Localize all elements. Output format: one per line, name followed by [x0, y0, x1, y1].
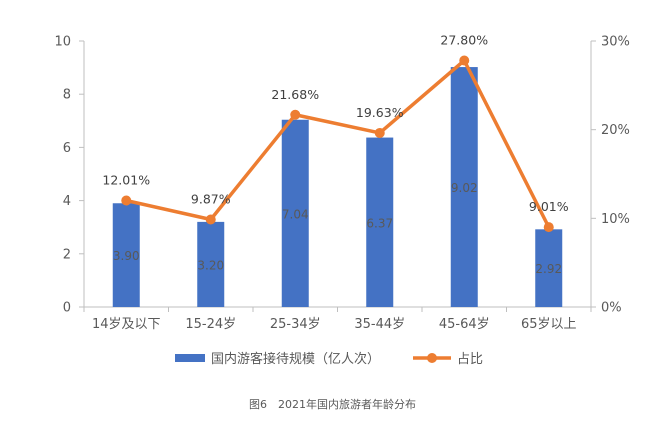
- x-tick-label: 14岁及以下: [92, 317, 161, 332]
- line-value-labels: 12.01% 9.87% 21.68% 19.63% 27.80% 9.01%: [102, 33, 568, 215]
- legend-line-marker: [427, 353, 437, 363]
- bar-value-label: 9.02: [451, 181, 478, 195]
- bar-value-label: 3.20: [197, 258, 224, 272]
- x-tick-label: 15-24岁: [185, 317, 236, 332]
- line-value-label: 19.63%: [356, 105, 404, 120]
- bar: [281, 119, 309, 308]
- axes: 0 2 4 6 8 10 0% 10% 20% 30% 14岁及以下 15-24岁 25-34岁 35-4…: [54, 35, 629, 333]
- legend-bar-label: 国内游客接待规模（亿人次）: [211, 351, 380, 367]
- x-tick-label: 65岁以上: [521, 317, 577, 332]
- legend: 国内游客接待规模（亿人次） 占比: [175, 351, 483, 367]
- y-left-tick-label: 8: [63, 88, 71, 103]
- bar-value-labels: 3.90 3.20 7.04 6.37 9.02 2.92: [113, 181, 562, 276]
- y-left-tick-label: 0: [63, 301, 71, 316]
- x-tick-label: 35-44岁: [354, 317, 405, 332]
- bar-value-label: 6.37: [366, 216, 393, 230]
- y-right-tick-label: 0%: [601, 301, 622, 316]
- x-tick-label: 25-34岁: [270, 317, 321, 332]
- y-left-tick-label: 6: [63, 141, 71, 156]
- line-point: [290, 109, 301, 120]
- line-point: [543, 222, 554, 233]
- bar: [450, 67, 478, 308]
- bar-value-label: 3.90: [113, 249, 140, 263]
- x-tick-label: 45-64岁: [439, 317, 490, 332]
- line-point: [121, 195, 132, 206]
- line-path: [125, 58, 551, 228]
- combo-chart: 0 2 4 6 8 10 0% 10% 20% 30% 14岁及以下 15-24岁 25-34岁 35-4…: [54, 33, 629, 367]
- line-value-label: 9.87%: [191, 191, 231, 206]
- y-right-tick-label: 10%: [601, 212, 630, 227]
- bar-series: [112, 67, 563, 308]
- line-value-label: 9.01%: [529, 199, 569, 214]
- bar: [366, 137, 394, 307]
- y-left-tick-label: 2: [63, 247, 71, 262]
- legend-bar-swatch: [175, 354, 205, 362]
- y-left-tick-label: 10: [54, 35, 71, 50]
- line-point: [459, 55, 470, 66]
- bar: [535, 229, 563, 307]
- line-point: [205, 214, 216, 225]
- bar: [197, 221, 225, 307]
- line-point: [374, 127, 385, 138]
- legend-line-label: 占比: [457, 352, 483, 367]
- bar-value-label: 2.92: [535, 262, 562, 276]
- line-value-label: 21.68%: [271, 87, 319, 102]
- line-value-label: 27.80%: [440, 33, 488, 48]
- line-series: [121, 55, 554, 233]
- bar-value-label: 7.04: [282, 207, 309, 221]
- y-right-tick-label: 30%: [601, 35, 630, 50]
- line-value-label: 12.01%: [102, 173, 150, 188]
- bar: [112, 203, 140, 307]
- figure-caption: 图6 2021年国内旅游者年龄分布: [249, 398, 416, 411]
- y-right-tick-label: 20%: [601, 123, 630, 138]
- y-left-tick-label: 4: [63, 194, 71, 209]
